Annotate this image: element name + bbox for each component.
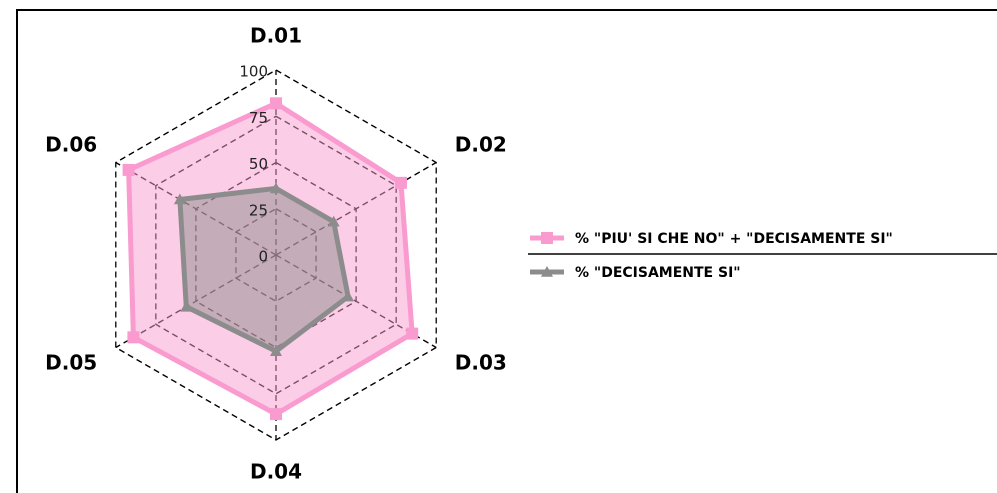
- category-label: D.05: [45, 351, 97, 375]
- r-tick-label: 25: [249, 201, 268, 219]
- category-label: D.04: [250, 460, 302, 484]
- legend-label: % "DECISAMENTE SI": [575, 265, 741, 281]
- data-point: [122, 163, 135, 176]
- data-point: [270, 182, 282, 194]
- data-point: [327, 215, 340, 227]
- data-point: [394, 176, 407, 189]
- data-point: [127, 331, 140, 344]
- frame: [16, 9, 997, 493]
- data-point: [270, 97, 282, 110]
- data-point: [180, 300, 193, 312]
- r-tick-label: 75: [249, 109, 268, 127]
- r-tick-label: 0: [258, 248, 268, 266]
- data-point: [270, 345, 282, 356]
- category-label: D.02: [455, 133, 507, 157]
- legend-marker: [541, 266, 553, 277]
- category-label: D.01: [250, 24, 302, 48]
- category-label: D.03: [455, 351, 507, 375]
- legend-label: % "PIU' SI CHE NO" + "DECISAMENTE SI": [575, 231, 893, 247]
- category-label: D.06: [45, 133, 97, 157]
- data-point: [173, 193, 186, 205]
- data-point: [406, 327, 419, 340]
- r-tick-label: 100: [239, 63, 268, 81]
- data-point: [342, 290, 355, 302]
- data-point: [270, 408, 282, 421]
- legend-marker: [541, 232, 553, 244]
- r-tick-label: 50: [249, 155, 268, 173]
